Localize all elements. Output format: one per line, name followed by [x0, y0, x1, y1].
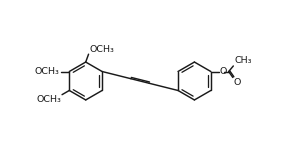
Text: CH₃: CH₃: [234, 56, 252, 65]
Text: O: O: [234, 78, 241, 87]
Text: OCH₃: OCH₃: [89, 45, 114, 54]
Text: O: O: [219, 67, 227, 76]
Text: OCH₃: OCH₃: [36, 95, 61, 104]
Text: OCH₃: OCH₃: [35, 67, 60, 76]
